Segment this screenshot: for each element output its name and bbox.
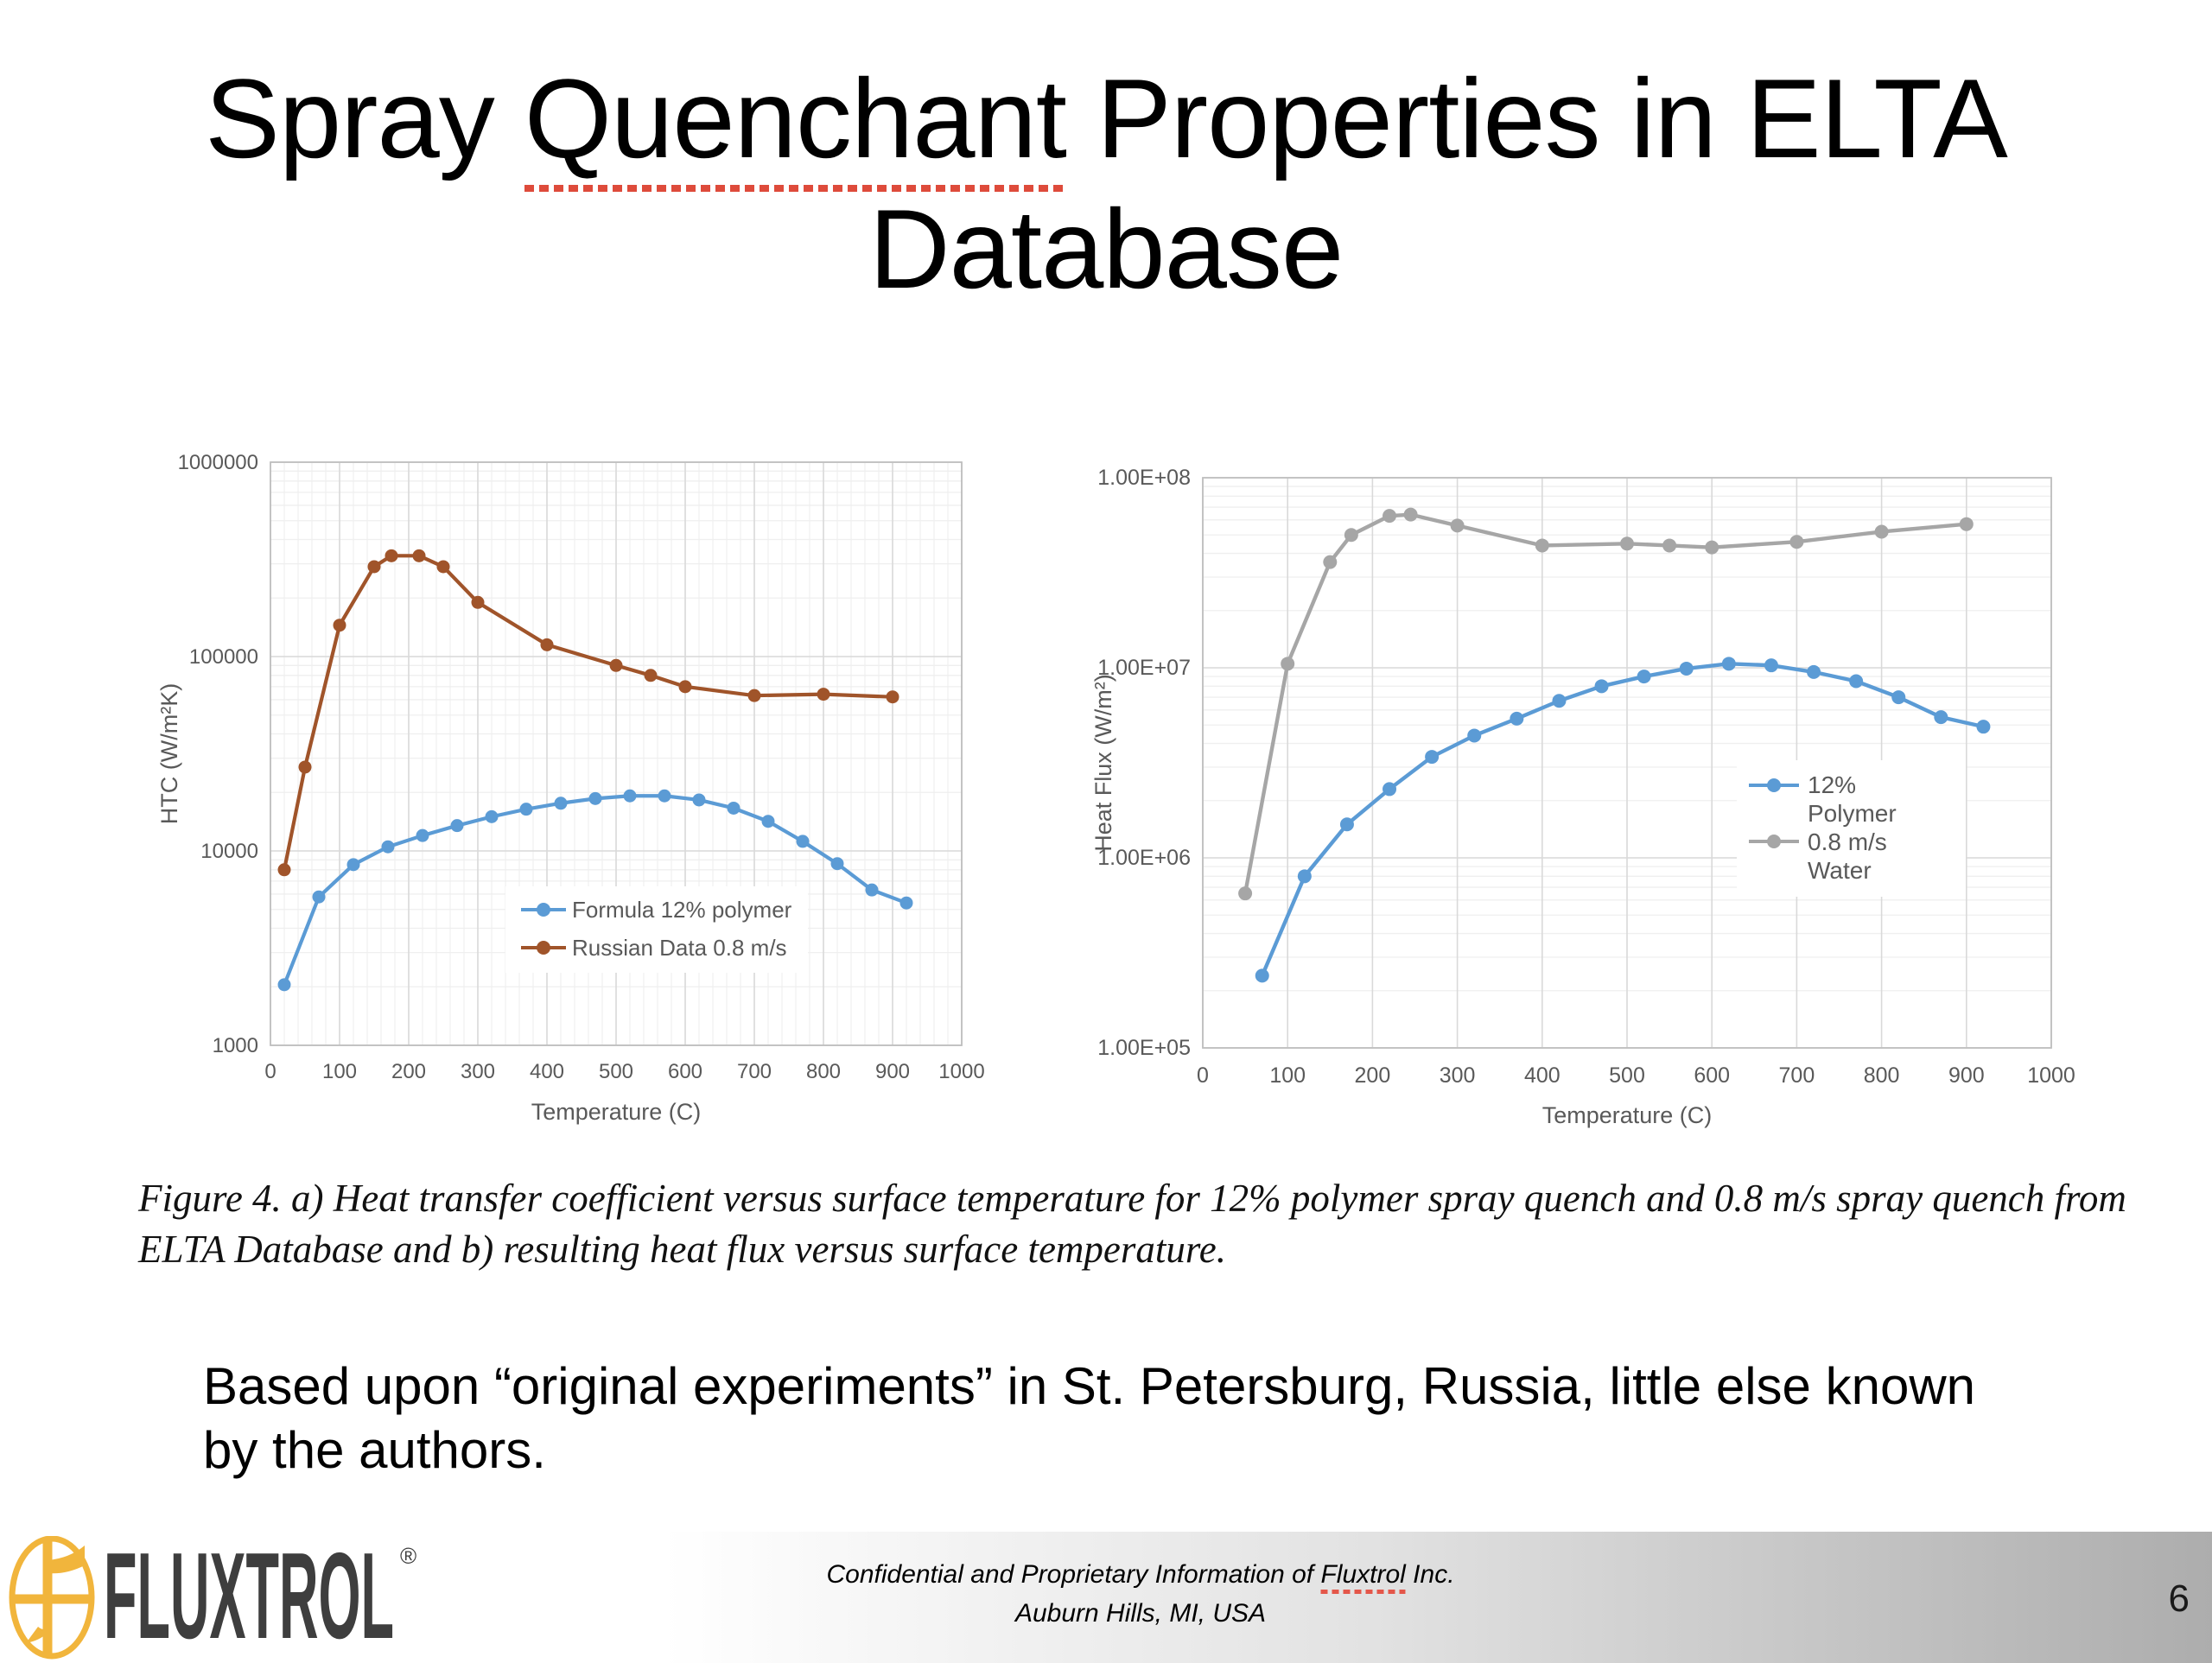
svg-text:800: 800 xyxy=(1864,1063,1900,1088)
svg-text:800: 800 xyxy=(806,1060,841,1083)
svg-text:1000: 1000 xyxy=(938,1060,984,1083)
svg-text:600: 600 xyxy=(1694,1063,1730,1088)
fluxtrol-logo: FLUXTROL ® xyxy=(9,1536,416,1661)
svg-text:100: 100 xyxy=(322,1060,357,1083)
confidentiality-notice: Confidential and Proprietary Information… xyxy=(826,1555,1455,1633)
svg-text:Water: Water xyxy=(1808,857,1872,884)
svg-text:1.00E+06: 1.00E+06 xyxy=(1097,846,1191,870)
svg-text:400: 400 xyxy=(530,1060,564,1083)
svg-text:Temperature (C): Temperature (C) xyxy=(531,1099,702,1125)
svg-text:1000: 1000 xyxy=(213,1034,258,1057)
body-text-content: Based upon “original experiments” in St.… xyxy=(203,1357,1976,1479)
svg-text:200: 200 xyxy=(1355,1063,1391,1088)
misspelled-word-underline: Quenchant xyxy=(524,55,1067,192)
heat-flux-vs-temperature-chart: 1.00E+05 1.00E+06 1.00E+07 1.00E+08 0 100 200 3… xyxy=(1082,456,2114,1158)
svg-text:Russian Data 0.8 m/s: Russian Data 0.8 m/s xyxy=(572,935,787,961)
svg-text:0: 0 xyxy=(1197,1063,1209,1088)
confidential-text: Inc. xyxy=(1413,1560,1455,1589)
svg-text:12%: 12% xyxy=(1808,771,1856,798)
svg-text:1.00E+07: 1.00E+07 xyxy=(1097,656,1191,680)
svg-text:100: 100 xyxy=(1269,1063,1306,1088)
svg-text:1000000: 1000000 xyxy=(178,451,258,474)
svg-text:500: 500 xyxy=(599,1060,633,1083)
svg-text:300: 300 xyxy=(461,1060,495,1083)
title-text: Properties in ELTA xyxy=(1096,55,2008,181)
page-number: 6 xyxy=(2168,1577,2190,1620)
svg-text:900: 900 xyxy=(875,1060,910,1083)
confidentiality-line-1: Confidential and Proprietary Information… xyxy=(826,1555,1455,1594)
title-line-2: Database xyxy=(868,185,1344,312)
svg-text:300: 300 xyxy=(1440,1063,1476,1088)
htc-vs-temperature-chart: 1000 10000 100000 1000000 0 100 200 300 400 500 60… xyxy=(143,447,1041,1156)
confidentiality-line-2: Auburn Hills, MI, USA xyxy=(1014,1599,1267,1628)
svg-text:0: 0 xyxy=(264,1060,276,1083)
svg-text:Heat Flux (W/m²): Heat Flux (W/m²) xyxy=(1090,674,1116,852)
svg-text:HTC (W/m²K): HTC (W/m²K) xyxy=(156,683,182,824)
fluxtrol-logo-icon xyxy=(9,1536,95,1660)
title-line-1: Spray Quenchant Properties in ELTA xyxy=(0,54,2212,192)
svg-text:Temperature (C): Temperature (C) xyxy=(1542,1102,1713,1128)
svg-text:900: 900 xyxy=(1948,1063,1985,1088)
svg-text:600: 600 xyxy=(668,1060,702,1083)
fluxtrol-wordmark: FLUXTROL xyxy=(104,1536,394,1661)
figure-caption: Figure 4. a) Heat transfer coefficient v… xyxy=(138,1177,2126,1271)
body-text: Based upon “original experiments” in St.… xyxy=(203,1355,2035,1482)
page-title: Spray Quenchant Properties in ELTA Datab… xyxy=(0,54,2212,314)
svg-text:100000: 100000 xyxy=(189,645,258,669)
svg-text:10000: 10000 xyxy=(200,840,258,863)
title-text: Spray xyxy=(205,55,495,181)
svg-text:700: 700 xyxy=(1779,1063,1815,1088)
footer-band xyxy=(0,1532,2212,1663)
svg-text:0.8 m/s: 0.8 m/s xyxy=(1808,828,1887,855)
svg-text:Polymer: Polymer xyxy=(1808,800,1897,827)
svg-text:200: 200 xyxy=(391,1060,426,1083)
misspelled-word-underline: Fluxtrol xyxy=(1320,1560,1406,1594)
svg-text:1.00E+08: 1.00E+08 xyxy=(1097,466,1191,490)
svg-text:1000: 1000 xyxy=(2027,1063,2075,1088)
svg-text:700: 700 xyxy=(737,1060,772,1083)
confidential-text: Confidential and Proprietary Information… xyxy=(826,1560,1314,1589)
svg-text:400: 400 xyxy=(1524,1063,1560,1088)
svg-text:Formula 12% polymer: Formula 12% polymer xyxy=(572,897,792,923)
registered-trademark-symbol: ® xyxy=(400,1543,416,1569)
svg-text:1.00E+05: 1.00E+05 xyxy=(1097,1036,1191,1060)
svg-text:500: 500 xyxy=(1609,1063,1645,1088)
